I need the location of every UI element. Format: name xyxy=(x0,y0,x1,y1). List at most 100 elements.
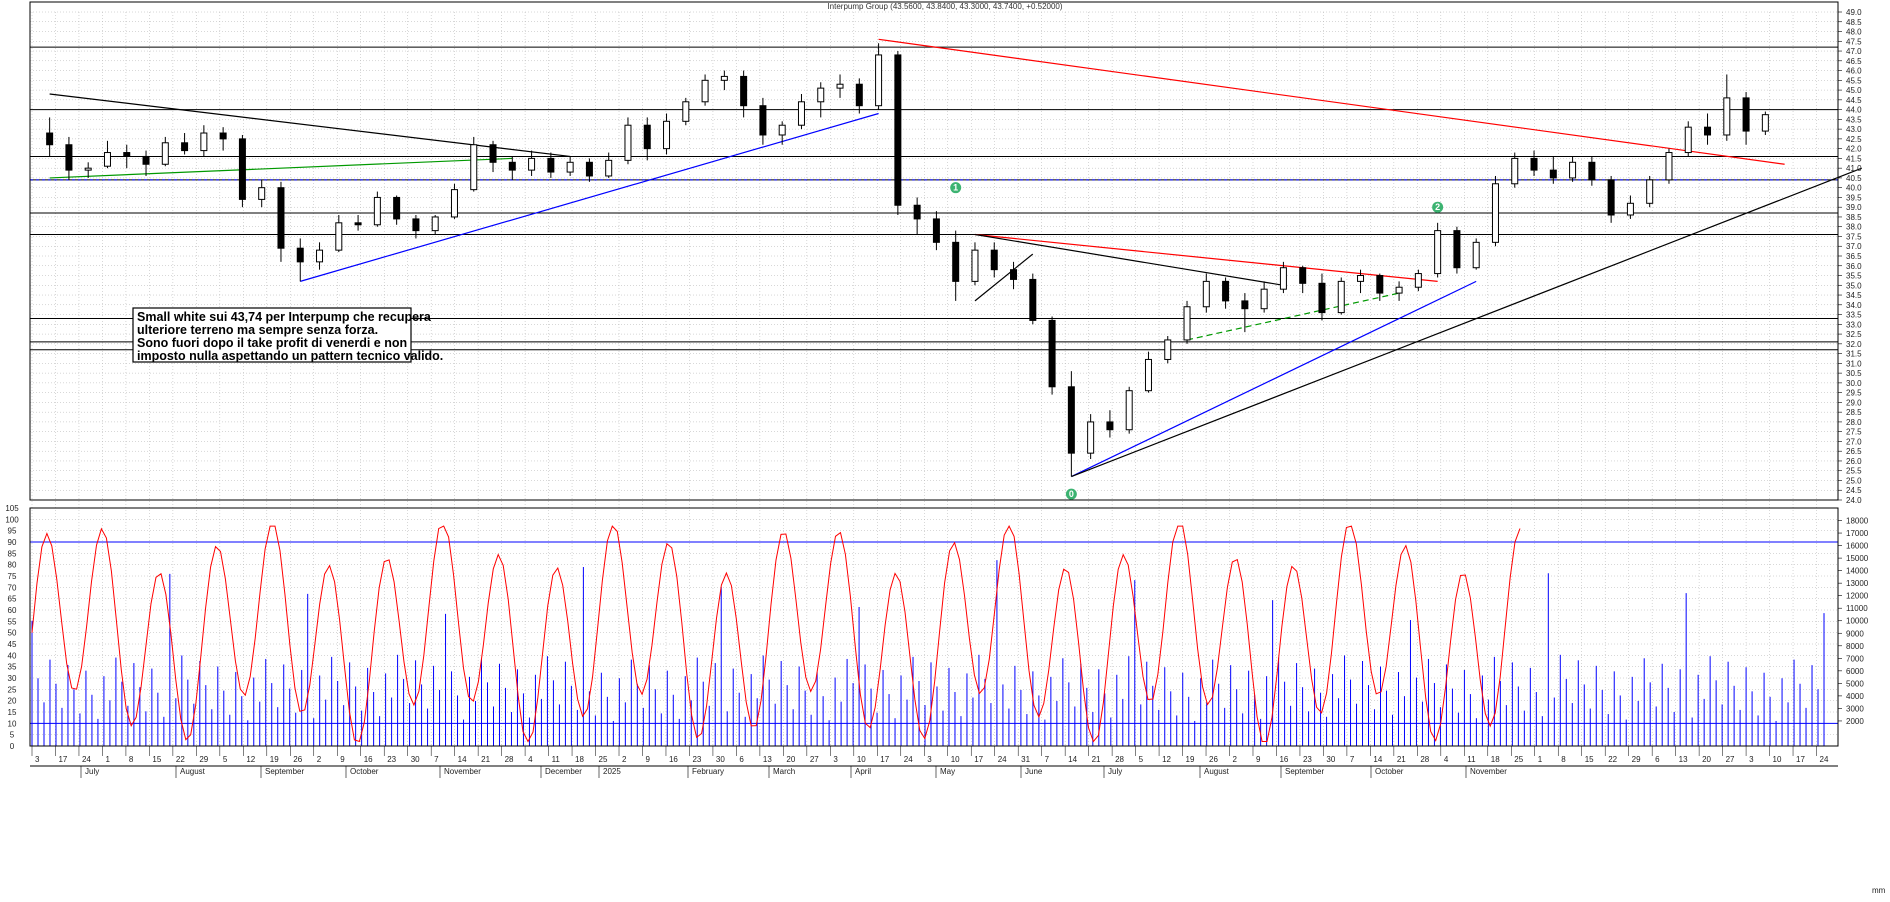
oscillator-tick-label: 70 xyxy=(8,583,17,592)
chart-title: Interpump Group (43.5600, 43.8400, 43.30… xyxy=(827,2,1062,11)
oscillator-tick-label: 5 xyxy=(10,731,15,740)
price-tick-label: 29.5 xyxy=(1846,389,1862,398)
day-tick-label: 7 xyxy=(1045,755,1050,764)
day-tick-label: 12 xyxy=(1162,755,1171,764)
candle-body xyxy=(1472,241,1480,269)
price-tick-label: 26.5 xyxy=(1846,447,1862,456)
price-tick-label: 31.5 xyxy=(1846,350,1862,359)
candle-body xyxy=(740,75,748,107)
day-tick-label: 28 xyxy=(1115,755,1124,764)
day-tick-label: 24 xyxy=(904,755,913,764)
day-tick-label: 29 xyxy=(1632,755,1641,764)
candle-body xyxy=(1164,339,1172,360)
black-triangle-lower xyxy=(974,253,1034,302)
volume-tick-label: 3000 xyxy=(1846,704,1864,713)
month-label: May xyxy=(940,767,955,776)
month-label: August xyxy=(1204,767,1230,776)
volume-tick-label: 15000 xyxy=(1846,554,1869,563)
day-tick-label: 22 xyxy=(176,755,185,764)
price-tick-label: 30.5 xyxy=(1846,369,1862,378)
price-tick-label: 28.0 xyxy=(1846,418,1862,427)
candle-body xyxy=(1087,421,1095,454)
price-tick-label: 25.5 xyxy=(1846,467,1862,476)
price-tick-label: 32.5 xyxy=(1846,330,1862,339)
candle-body xyxy=(720,75,728,81)
day-tick-label: 26 xyxy=(1209,755,1218,764)
price-tick-label: 44.0 xyxy=(1846,106,1862,115)
volume-tick-label: 5000 xyxy=(1846,679,1864,688)
candle-body xyxy=(238,138,246,200)
commentary-box: Small white sui 43,74 per Interpump che … xyxy=(132,307,443,363)
candle-body xyxy=(797,101,805,126)
day-tick-label: 8 xyxy=(129,755,134,764)
commentary-line-4: imposto nulla aspettando un pattern tecn… xyxy=(137,349,443,363)
candle-body xyxy=(1646,179,1654,204)
pattern-marker-label: 1 xyxy=(953,183,958,193)
day-tick-label: 28 xyxy=(505,755,514,764)
day-tick-label: 19 xyxy=(1186,755,1195,764)
day-tick-label: 7 xyxy=(1350,755,1355,764)
day-tick-label: 24 xyxy=(1820,755,1829,764)
day-tick-label: 30 xyxy=(1326,755,1335,764)
day-tick-label: 21 xyxy=(1397,755,1406,764)
day-tick-label: 28 xyxy=(1420,755,1429,764)
day-tick-label: 7 xyxy=(434,755,439,764)
price-tick-label: 35.5 xyxy=(1846,272,1862,281)
day-tick-label: 13 xyxy=(1679,755,1688,764)
oscillator-tick-label: 15 xyxy=(8,708,17,717)
candle-body xyxy=(1260,288,1268,310)
candle-body xyxy=(894,54,902,206)
candle-body xyxy=(354,222,362,226)
candle-body xyxy=(817,87,825,103)
day-tick-label: 21 xyxy=(481,755,490,764)
day-tick-label: 20 xyxy=(1702,755,1711,764)
day-tick-label: 26 xyxy=(293,755,302,764)
month-label: August xyxy=(180,767,206,776)
oscillator-tick-label: 90 xyxy=(8,538,17,547)
price-tick-label: 40.0 xyxy=(1846,184,1862,193)
pattern-markers: 0 1 2 xyxy=(950,182,1444,500)
day-tick-label: 4 xyxy=(1444,755,1449,764)
candle-body xyxy=(393,196,401,220)
candle-body xyxy=(1279,267,1287,290)
price-tick-label: 45.5 xyxy=(1846,76,1862,85)
candle-body xyxy=(1549,169,1557,179)
candle-body xyxy=(219,132,227,140)
price-tick-label: 38.0 xyxy=(1846,223,1862,232)
black-uptrend xyxy=(1071,167,1862,478)
candle-body xyxy=(778,124,786,136)
price-tick-label: 30.0 xyxy=(1846,379,1862,388)
price-tick-label: 48.5 xyxy=(1846,18,1862,27)
candle-body xyxy=(1742,97,1750,132)
day-tick-label: 14 xyxy=(1373,755,1382,764)
volume-tick-label: 18000 xyxy=(1846,517,1869,526)
candle-body xyxy=(1376,275,1384,294)
day-tick-label: 16 xyxy=(364,755,373,764)
candle-body xyxy=(412,218,420,232)
day-tick-label: 9 xyxy=(645,755,650,764)
candle-body xyxy=(585,161,593,177)
candlestick-series xyxy=(46,43,1769,477)
candle-body xyxy=(1299,267,1307,284)
oscillator-tick-label: 100 xyxy=(5,515,19,524)
day-tick-label: 23 xyxy=(387,755,396,764)
price-tick-label: 37.5 xyxy=(1846,232,1862,241)
oscillator-tick-label: 50 xyxy=(8,629,17,638)
day-tick-label: 11 xyxy=(1467,755,1476,764)
month-label: March xyxy=(773,767,795,776)
pattern-marker-1 xyxy=(950,182,962,194)
candle-body xyxy=(528,157,536,171)
price-tick-label: 34.0 xyxy=(1846,301,1862,310)
candle-body xyxy=(605,159,613,177)
day-tick-label: 24 xyxy=(82,755,91,764)
candle-body xyxy=(1357,275,1365,282)
volume-tick-label: 11000 xyxy=(1846,604,1868,613)
candle-body xyxy=(373,196,381,226)
oscillator-tick-label: 65 xyxy=(8,595,17,604)
day-tick-label: 10 xyxy=(951,755,960,764)
blue-uptrend-2 xyxy=(1071,280,1477,478)
oscillator-tick-label: 10 xyxy=(8,719,17,728)
day-tick-label: 18 xyxy=(575,755,584,764)
price-tick-label: 26.0 xyxy=(1846,457,1862,466)
